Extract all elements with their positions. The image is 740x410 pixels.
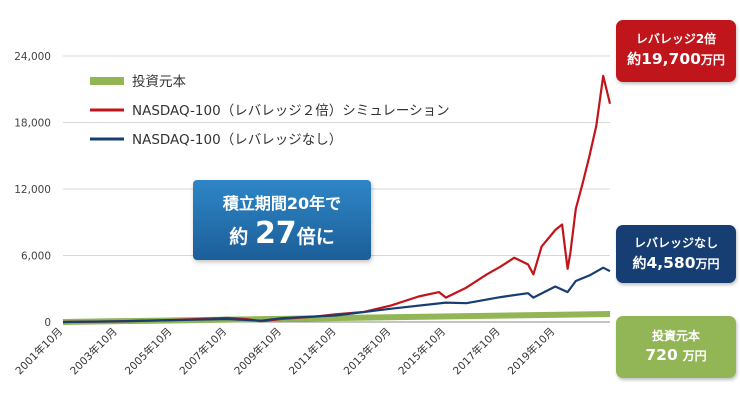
y-tick-label: 0 (44, 317, 51, 329)
x-tick-label: 2019年10月 (505, 325, 557, 377)
y-axis-ticks: 0 6,000 12,000 18,000 24,000 (14, 51, 51, 329)
x-tick-label: 2013年10月 (341, 325, 393, 377)
series-line-no-leverage (62, 266, 611, 324)
principal-callout-amount: 720 万円 (616, 346, 736, 364)
x-tick-label: 2009年10月 (232, 325, 284, 377)
y-tick-label: 12,000 (14, 184, 51, 196)
x-axis-ticks: 2001年10月 2003年10月 2005年10月 2007年10月 2009年10月… (13, 325, 558, 377)
no-leverage-value-callout: レバレッジなし 約4,580万円 (616, 225, 736, 283)
no-leverage-callout-label: レバレッジなし (633, 236, 718, 250)
y-tick-label: 6,000 (21, 251, 51, 263)
series-lines (62, 74, 612, 325)
summary-suffix: 倍に (296, 226, 335, 248)
y-tick-label: 24,000 (14, 51, 51, 63)
leverage2-value-callout: レバレッジ2倍 約19,700万円 (616, 20, 736, 82)
principal-callout-unit: 万円 (682, 349, 707, 363)
no-leverage-callout-unit: 万円 (695, 257, 720, 271)
x-tick-label: 2001年10月 (13, 325, 65, 377)
no-leverage-callout-amount: 約4,580万円 (616, 253, 736, 273)
principal-value-callout: 投資元本 720 万円 (616, 316, 736, 378)
x-tick-label: 2011年10月 (286, 325, 338, 377)
summary-prefix: 約 (229, 226, 249, 248)
leverage2-callout-value: 19,700 (641, 50, 701, 68)
leverage2-callout-label: レバレッジ2倍 (635, 32, 717, 46)
summary-callout: 積立期間20年で 約 27倍に (193, 180, 371, 260)
leverage2-callout-amount: 約19,700万円 (616, 49, 736, 69)
legend-label-principal: 投資元本 (132, 74, 186, 90)
x-tick-label: 2015年10月 (396, 325, 448, 377)
no-leverage-callout-value: 4,580 (646, 254, 696, 272)
x-tick-label: 2005年10月 (122, 325, 174, 377)
x-tick-label: 2017年10月 (450, 325, 502, 377)
legend-label-no-leverage: NASDAQ-100（レバレッジなし） (132, 132, 342, 148)
x-tick-label: 2003年10月 (67, 325, 119, 377)
principal-callout-value: 720 (645, 346, 678, 364)
legend-label-leverage2: NASDAQ-100（レバレッジ２倍）シミュレーション (132, 103, 450, 119)
leverage2-callout-prefix: 約 (627, 52, 642, 68)
y-tick-label: 18,000 (14, 118, 51, 130)
x-tick-label: 2007年10月 (177, 325, 229, 377)
summary-line1: 積立期間20年で (222, 194, 342, 213)
legend: 投資元本 NASDAQ-100（レバレッジ２倍）シミュレーション NASDAQ-… (90, 74, 450, 148)
summary-number: 27 (254, 216, 297, 251)
summary-line2: 約 27倍に (193, 216, 371, 251)
leverage2-callout-unit: 万円 (700, 53, 725, 67)
principal-callout-label: 投資元本 (651, 329, 700, 343)
no-leverage-callout-prefix: 約 (632, 256, 647, 272)
